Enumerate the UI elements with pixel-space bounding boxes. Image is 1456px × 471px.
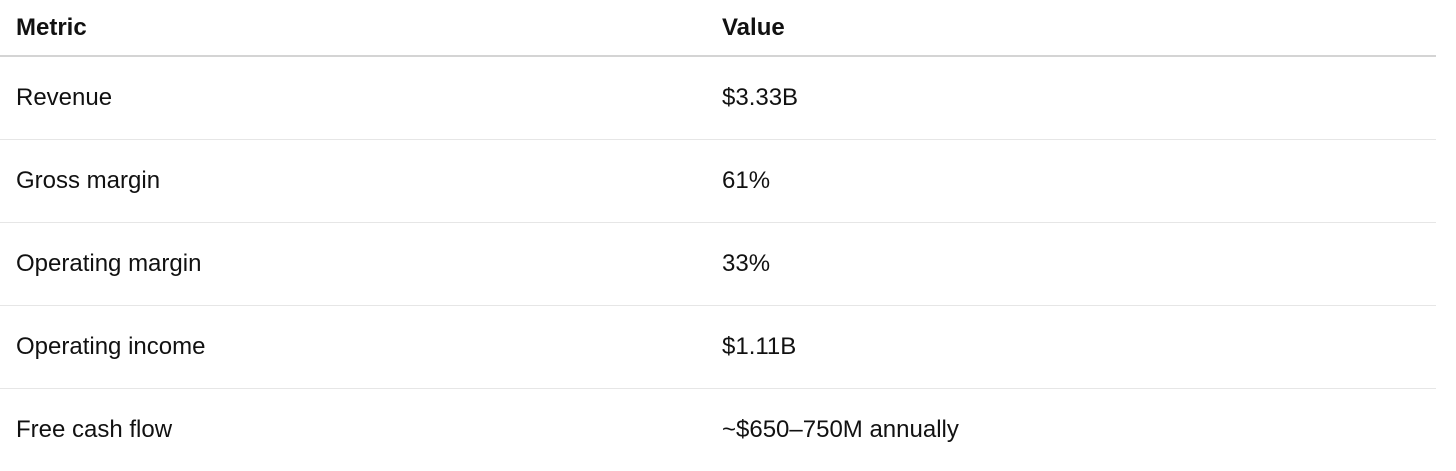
table-cell: $1.11B	[706, 306, 1436, 389]
table-row: Revenue$3.33B	[0, 56, 1436, 140]
table-row: Free cash flow~$650–750M annually	[0, 389, 1436, 471]
header-cell: Value	[706, 0, 1436, 56]
table-cell: Gross margin	[0, 140, 706, 223]
table-row: Operating income$1.11B	[0, 306, 1436, 389]
table-cell: ~$650–750M annually	[706, 389, 1436, 471]
table-cell: $3.33B	[706, 56, 1436, 140]
header-cell: Metric	[0, 0, 706, 56]
table-cell: Revenue	[0, 56, 706, 140]
table-cell: 33%	[706, 223, 1436, 306]
table-cell: Operating income	[0, 306, 706, 389]
table-cell: Operating margin	[0, 223, 706, 306]
table-cell: 61%	[706, 140, 1436, 223]
table-cell: Free cash flow	[0, 389, 706, 471]
